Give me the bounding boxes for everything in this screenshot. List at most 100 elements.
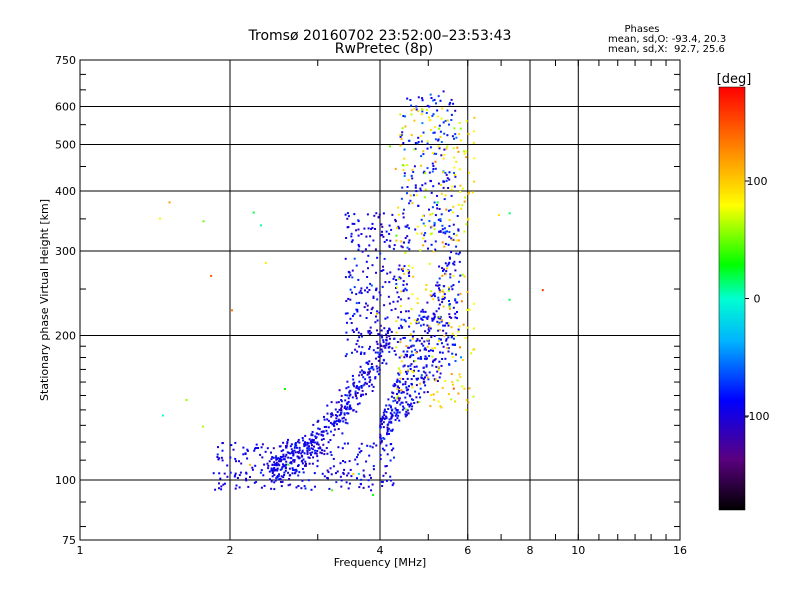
data-point bbox=[458, 325, 461, 328]
data-point bbox=[369, 367, 372, 370]
data-point bbox=[445, 179, 448, 182]
data-point bbox=[433, 221, 436, 224]
data-point bbox=[429, 294, 432, 297]
data-point bbox=[359, 371, 362, 374]
data-point bbox=[348, 390, 351, 393]
data-point bbox=[402, 378, 405, 380]
data-point bbox=[434, 160, 437, 163]
data-point bbox=[314, 449, 316, 452]
data-point bbox=[385, 342, 388, 345]
data-point bbox=[384, 472, 387, 475]
data-point bbox=[350, 322, 353, 324]
y-axis-label: Stationary phase Virtual Height [km] bbox=[38, 199, 51, 401]
data-point bbox=[466, 290, 469, 293]
data-point bbox=[350, 235, 353, 238]
data-point bbox=[442, 90, 445, 93]
data-point bbox=[463, 150, 465, 153]
data-point bbox=[450, 285, 453, 288]
data-point bbox=[439, 218, 442, 221]
data-point bbox=[287, 484, 290, 487]
data-point bbox=[438, 287, 440, 290]
data-point bbox=[421, 308, 424, 311]
data-point bbox=[368, 244, 371, 247]
data-point bbox=[403, 407, 406, 410]
data-point bbox=[370, 228, 373, 230]
data-point bbox=[433, 295, 436, 298]
data-point bbox=[409, 199, 412, 202]
data-point bbox=[434, 167, 437, 170]
data-point bbox=[346, 217, 349, 220]
data-point bbox=[293, 449, 296, 452]
data-point bbox=[420, 189, 422, 192]
data-point bbox=[406, 392, 409, 395]
data-point bbox=[316, 441, 319, 444]
data-point bbox=[357, 248, 360, 251]
data-point bbox=[246, 448, 249, 451]
data-point bbox=[369, 379, 372, 382]
data-point bbox=[399, 113, 402, 116]
data-point bbox=[422, 171, 425, 174]
data-point bbox=[372, 239, 375, 242]
data-point bbox=[221, 449, 224, 452]
data-point bbox=[316, 465, 319, 468]
data-point bbox=[441, 301, 444, 304]
data-point bbox=[304, 464, 307, 467]
data-point bbox=[276, 469, 279, 472]
data-point bbox=[338, 420, 340, 423]
data-point bbox=[465, 399, 468, 401]
data-point bbox=[297, 485, 300, 487]
data-point bbox=[376, 351, 379, 354]
data-point bbox=[420, 164, 423, 167]
data-point bbox=[329, 421, 332, 424]
data-point bbox=[408, 202, 411, 205]
data-point bbox=[315, 442, 318, 445]
data-point bbox=[442, 305, 445, 308]
data-point bbox=[377, 373, 380, 376]
data-point bbox=[426, 324, 429, 327]
data-point bbox=[428, 105, 431, 108]
data-point bbox=[390, 409, 393, 412]
data-point bbox=[455, 160, 458, 163]
data-point bbox=[417, 136, 420, 139]
data-point bbox=[413, 119, 416, 122]
data-point bbox=[449, 101, 452, 104]
data-point bbox=[374, 228, 376, 230]
data-point bbox=[421, 122, 424, 125]
data-point bbox=[438, 230, 441, 233]
data-point bbox=[335, 401, 338, 404]
data-point bbox=[429, 93, 432, 96]
data-point bbox=[461, 385, 464, 388]
data-point bbox=[388, 245, 391, 248]
data-point bbox=[296, 446, 298, 449]
data-point bbox=[401, 408, 404, 411]
data-point bbox=[416, 338, 419, 341]
data-point bbox=[396, 286, 399, 289]
data-point bbox=[282, 455, 285, 458]
data-point bbox=[234, 472, 237, 475]
data-point bbox=[322, 438, 325, 440]
data-point bbox=[387, 295, 390, 298]
data-point bbox=[417, 141, 420, 143]
data-point bbox=[400, 240, 403, 243]
data-point bbox=[347, 386, 350, 389]
data-point bbox=[366, 382, 368, 385]
data-point bbox=[318, 428, 321, 431]
data-point bbox=[355, 397, 358, 400]
data-point bbox=[420, 140, 423, 143]
data-point bbox=[453, 137, 455, 140]
data-point bbox=[301, 451, 304, 453]
data-point bbox=[379, 436, 382, 439]
data-point bbox=[394, 353, 397, 356]
data-point bbox=[439, 130, 442, 133]
data-point bbox=[345, 481, 348, 484]
data-point bbox=[349, 468, 352, 471]
data-point bbox=[356, 463, 359, 466]
data-point bbox=[284, 467, 287, 470]
data-point bbox=[291, 467, 294, 470]
data-point bbox=[344, 355, 347, 358]
data-point bbox=[382, 212, 385, 215]
data-point bbox=[421, 318, 424, 321]
data-point bbox=[436, 204, 438, 206]
data-point bbox=[428, 342, 430, 345]
data-point bbox=[403, 172, 406, 175]
